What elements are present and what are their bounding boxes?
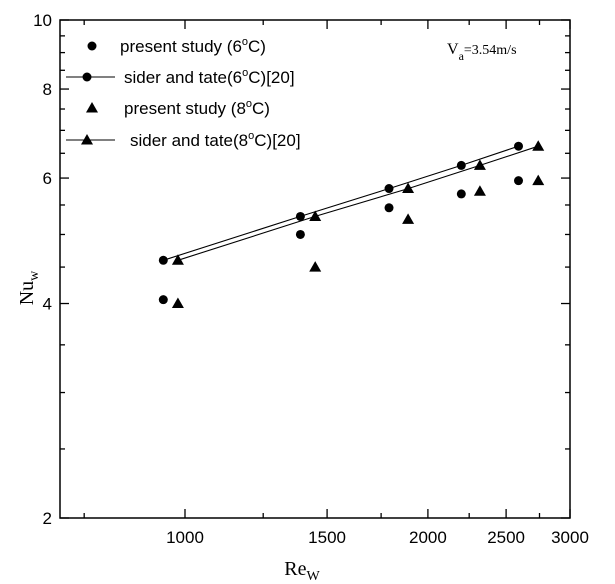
series-2-point (158, 255, 168, 265)
series-4-point (402, 182, 415, 194)
series-3-point (532, 174, 545, 186)
series-4-point (473, 159, 486, 170)
x-tick-label: 1500 (308, 528, 346, 547)
x-axis-title-sub: W (307, 569, 321, 584)
legend-entry-1: present study (6oC) (87, 36, 266, 56)
series-2 (158, 141, 524, 265)
annotation-rest: =3.54m/s (464, 43, 517, 58)
series-2-point (456, 160, 466, 170)
legend-label: present study (6oC) (120, 36, 266, 56)
series-1-point (514, 176, 524, 186)
x-tick-label: 2500 (487, 528, 525, 547)
series-3 (171, 174, 545, 309)
x-axis-title: ReW (284, 558, 320, 584)
annotation: Va=3.54m/s (447, 41, 517, 63)
series-3-point (309, 261, 322, 272)
legend-marker (87, 41, 97, 51)
series-4-point (532, 140, 545, 151)
series-3-point (402, 213, 415, 224)
legend-label: present study (8oC) (124, 98, 270, 118)
legend-marker (86, 102, 98, 113)
y-tick-label: 10 (33, 11, 52, 30)
x-tick-label: 1000 (166, 528, 204, 547)
series-3-point (171, 297, 184, 309)
y-tick-label: 6 (43, 169, 52, 188)
series-4-line (177, 145, 539, 261)
legend-label: sider and tate(6oC)[20] (124, 67, 295, 87)
series-2-point (514, 141, 524, 151)
legend-label: sider and tate(8oC)[20] (130, 130, 301, 150)
series-1-point (456, 189, 466, 199)
legend-entry-3: present study (8oC) (86, 98, 270, 118)
plot-frame (59, 19, 571, 519)
annotation-main: V (447, 41, 459, 58)
series-1-point (295, 229, 305, 239)
y-ticks: 2 4 6 8 10 (33, 11, 570, 528)
legend-entry-2: sider and tate(6oC)[20] (66, 67, 295, 87)
series-4-point (171, 254, 184, 265)
x-tick-label: 3000 (551, 528, 589, 547)
y-tick-label: 2 (43, 509, 52, 528)
y-tick-label: 8 (43, 80, 52, 99)
series-2-point (295, 211, 305, 221)
axes (59, 19, 571, 519)
legend: present study (6oC) sider and tate(6oC)[2… (66, 36, 301, 150)
series-2-point (384, 184, 394, 194)
y-axis-title: Nuw (16, 270, 42, 305)
legend-marker (81, 134, 93, 145)
y-tick-label: 4 (43, 295, 52, 314)
series-1-point (384, 203, 394, 213)
y-axis-title-sub: w (27, 270, 42, 281)
series-4-point (309, 210, 322, 221)
series-1 (158, 176, 524, 305)
annotation-sub: a (459, 49, 465, 63)
legend-entry-4: sider and tate(8oC)[20] (66, 130, 301, 150)
series-4 (171, 140, 545, 265)
series-layer (158, 140, 545, 309)
x-tick-label: 2000 (409, 528, 447, 547)
x-ticks: 1000 1500 2000 2500 3000 (83, 20, 589, 547)
legend-marker (82, 72, 92, 82)
x-axis-title-main: Re (284, 558, 306, 580)
series-3-point (473, 185, 486, 196)
series-1-point (158, 295, 168, 305)
y-axis-title-main: Nu (16, 281, 38, 305)
